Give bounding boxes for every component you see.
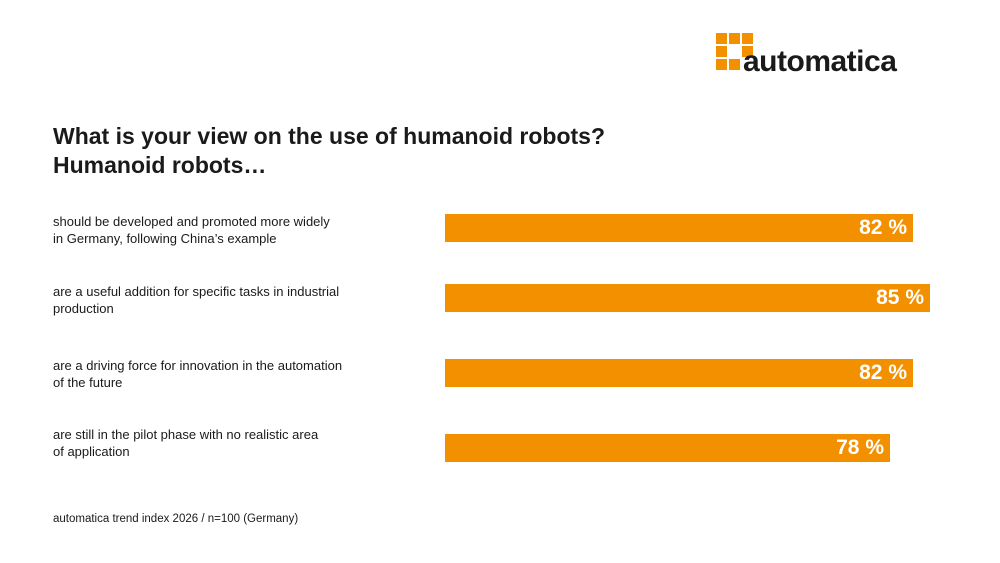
bar-4-value-label: 78 % xyxy=(836,436,884,459)
chart-title-line-2: Humanoid robots… xyxy=(53,152,267,178)
category-label-1-line-2: in Germany, following China’s example xyxy=(53,231,277,246)
logo-text: automatica xyxy=(743,45,897,78)
category-label-2-line-1: are a useful addition for specific tasks… xyxy=(53,284,340,299)
category-label-2: are a useful addition for specific tasks… xyxy=(53,283,383,317)
logo-squares-icon xyxy=(716,33,754,71)
chart-title: What is your view on the use of humanoid… xyxy=(53,122,605,180)
chart-title-line-1: What is your view on the use of humanoid… xyxy=(53,123,606,149)
logo-square-6 xyxy=(716,59,727,70)
category-label-1-line-1: should be developed and promoted more wi… xyxy=(53,214,330,229)
category-label-2-line-2: production xyxy=(53,301,114,316)
bar-1-value-label: 82 % xyxy=(859,216,907,239)
logo-square-5 xyxy=(742,46,753,57)
bar-2: 85 % xyxy=(445,284,930,312)
bar-2-value-label: 85 % xyxy=(876,286,924,309)
automatica-logo: automatica xyxy=(716,33,936,85)
logo-square-3 xyxy=(742,33,753,44)
category-label-4-line-2: of application xyxy=(53,444,130,459)
logo-square-2 xyxy=(729,33,740,44)
bar-3: 82 % xyxy=(445,359,913,387)
bar-4: 78 % xyxy=(445,434,890,462)
category-label-3-line-2: of the future xyxy=(53,375,123,390)
logo-square-7 xyxy=(729,59,740,70)
logo-square-1 xyxy=(716,33,727,44)
category-label-1: should be developed and promoted more wi… xyxy=(53,213,383,247)
category-label-3-line-1: are a driving force for innovation in th… xyxy=(53,358,343,373)
bar-1: 82 % xyxy=(445,214,913,242)
source-note: automatica trend index 2026 / n=100 (Ger… xyxy=(53,513,299,525)
logo-square-4 xyxy=(716,46,727,57)
bar-3-value-label: 82 % xyxy=(859,361,907,384)
category-label-4-line-1: are still in the pilot phase with no rea… xyxy=(53,427,319,442)
category-label-4: are still in the pilot phase with no rea… xyxy=(53,426,383,460)
category-label-3: are a driving force for innovation in th… xyxy=(53,357,383,391)
